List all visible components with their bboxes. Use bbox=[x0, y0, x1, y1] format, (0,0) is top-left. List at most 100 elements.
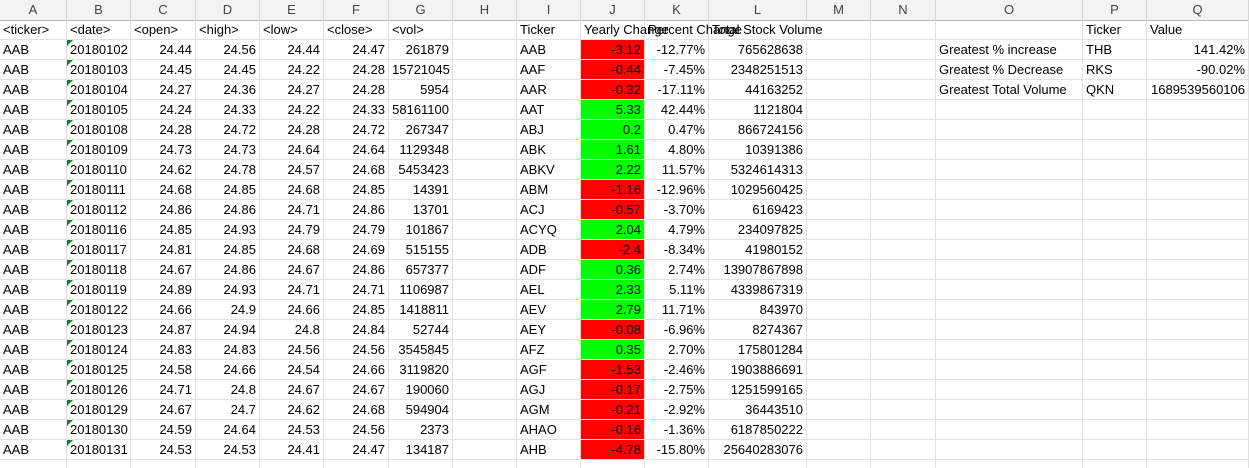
total-volume-cell[interactable]: 866724156 bbox=[709, 120, 807, 140]
open-cell[interactable]: 24.62 bbox=[131, 160, 196, 180]
empty-cell[interactable] bbox=[807, 320, 871, 340]
empty-cell[interactable] bbox=[871, 440, 936, 460]
empty-cell[interactable] bbox=[1147, 400, 1249, 420]
vol-cell[interactable]: 5954 bbox=[389, 80, 453, 100]
greatest-ticker-cell[interactable]: QKN bbox=[1083, 80, 1147, 100]
empty-cell[interactable] bbox=[453, 20, 517, 40]
total-volume-cell[interactable]: 36443510 bbox=[709, 400, 807, 420]
high-cell[interactable]: 24.72 bbox=[196, 120, 260, 140]
yearly-change-cell[interactable]: -1.53 bbox=[581, 360, 645, 380]
empty-cell[interactable] bbox=[1083, 100, 1147, 120]
empty-cell[interactable] bbox=[581, 460, 645, 468]
empty-cell[interactable] bbox=[1147, 340, 1249, 360]
column-header-m[interactable]: M bbox=[807, 0, 871, 20]
summary-ticker-cell[interactable]: AFZ bbox=[517, 340, 581, 360]
empty-cell[interactable] bbox=[936, 220, 1083, 240]
empty-cell[interactable] bbox=[1147, 380, 1249, 400]
total-volume-cell[interactable]: 41980152 bbox=[709, 240, 807, 260]
empty-cell[interactable] bbox=[1083, 200, 1147, 220]
high-cell[interactable]: 24.8 bbox=[196, 380, 260, 400]
date-cell[interactable]: 20180122 bbox=[67, 300, 131, 320]
total-volume-cell[interactable]: 1903886691 bbox=[709, 360, 807, 380]
empty-cell[interactable] bbox=[1147, 220, 1249, 240]
empty-cell[interactable] bbox=[453, 420, 517, 440]
empty-cell[interactable] bbox=[871, 300, 936, 320]
percent-change-cell[interactable]: -8.34% bbox=[645, 240, 709, 260]
empty-cell[interactable] bbox=[453, 220, 517, 240]
empty-cell[interactable] bbox=[807, 440, 871, 460]
empty-cell[interactable] bbox=[453, 340, 517, 360]
close-cell[interactable]: 24.86 bbox=[324, 200, 389, 220]
open-cell[interactable]: 24.24 bbox=[131, 100, 196, 120]
low-cell[interactable]: 24.57 bbox=[260, 160, 324, 180]
open-cell[interactable]: 24.67 bbox=[131, 400, 196, 420]
empty-cell[interactable] bbox=[807, 420, 871, 440]
empty-cell[interactable] bbox=[260, 460, 324, 468]
column-header-a[interactable]: A bbox=[0, 0, 67, 20]
date-cell[interactable]: 20180117 bbox=[67, 240, 131, 260]
close-cell[interactable]: 24.71 bbox=[324, 280, 389, 300]
summary-ticker-cell[interactable]: AEV bbox=[517, 300, 581, 320]
high-cell[interactable]: 24.85 bbox=[196, 240, 260, 260]
empty-cell[interactable] bbox=[1083, 340, 1147, 360]
empty-cell[interactable] bbox=[936, 240, 1083, 260]
empty-cell[interactable] bbox=[807, 20, 871, 40]
ticker-cell[interactable]: AAB bbox=[0, 380, 67, 400]
ticker-cell[interactable]: AAB bbox=[0, 180, 67, 200]
empty-cell[interactable] bbox=[1083, 420, 1147, 440]
empty-cell[interactable] bbox=[1147, 140, 1249, 160]
high-cell[interactable]: 24.78 bbox=[196, 160, 260, 180]
empty-cell[interactable] bbox=[1147, 180, 1249, 200]
open-cell[interactable]: 24.44 bbox=[131, 40, 196, 60]
empty-cell[interactable] bbox=[936, 280, 1083, 300]
vol-cell[interactable]: 657377 bbox=[389, 260, 453, 280]
empty-cell[interactable] bbox=[807, 40, 871, 60]
empty-cell[interactable] bbox=[453, 140, 517, 160]
date-cell[interactable]: 20180109 bbox=[67, 140, 131, 160]
open-cell[interactable]: 24.68 bbox=[131, 180, 196, 200]
vol-cell[interactable]: 14391 bbox=[389, 180, 453, 200]
yearly-change-cell[interactable]: -3.12 bbox=[581, 40, 645, 60]
empty-cell[interactable] bbox=[807, 340, 871, 360]
summary-ticker-cell[interactable]: ACYQ bbox=[517, 220, 581, 240]
open-cell[interactable]: 24.71 bbox=[131, 380, 196, 400]
empty-cell[interactable] bbox=[453, 40, 517, 60]
percent-change-cell[interactable]: -12.77% bbox=[645, 40, 709, 60]
greatest-ticker-cell[interactable]: RKS bbox=[1083, 60, 1147, 80]
ticker-cell[interactable]: AAB bbox=[0, 260, 67, 280]
empty-cell[interactable] bbox=[1083, 240, 1147, 260]
ticker-cell[interactable]: AAB bbox=[0, 440, 67, 460]
empty-cell[interactable] bbox=[807, 140, 871, 160]
empty-cell[interactable] bbox=[871, 120, 936, 140]
percent-change-cell[interactable]: -2.46% bbox=[645, 360, 709, 380]
empty-cell[interactable] bbox=[1147, 440, 1249, 460]
close-cell[interactable]: 24.66 bbox=[324, 360, 389, 380]
yearly-change-cell[interactable]: -0.44 bbox=[581, 60, 645, 80]
ticker-cell[interactable]: AAB bbox=[0, 240, 67, 260]
header-cell-i[interactable]: Ticker bbox=[517, 20, 581, 40]
empty-cell[interactable] bbox=[453, 260, 517, 280]
summary-ticker-cell[interactable]: AHB bbox=[517, 440, 581, 460]
total-volume-cell[interactable]: 175801284 bbox=[709, 340, 807, 360]
yearly-change-cell[interactable]: 2.33 bbox=[581, 280, 645, 300]
open-cell[interactable]: 24.28 bbox=[131, 120, 196, 140]
empty-cell[interactable] bbox=[709, 460, 807, 468]
empty-cell[interactable] bbox=[1083, 400, 1147, 420]
empty-cell[interactable] bbox=[871, 400, 936, 420]
empty-cell[interactable] bbox=[871, 100, 936, 120]
column-header-n[interactable]: N bbox=[871, 0, 936, 20]
empty-cell[interactable] bbox=[871, 380, 936, 400]
high-cell[interactable]: 24.45 bbox=[196, 60, 260, 80]
total-volume-cell[interactable]: 5324614313 bbox=[709, 160, 807, 180]
empty-cell[interactable] bbox=[453, 100, 517, 120]
date-cell[interactable]: 20180103 bbox=[67, 60, 131, 80]
low-cell[interactable]: 24.71 bbox=[260, 200, 324, 220]
close-cell[interactable]: 24.85 bbox=[324, 180, 389, 200]
header-cell-a[interactable]: <ticker> bbox=[0, 20, 67, 40]
open-cell[interactable]: 24.67 bbox=[131, 260, 196, 280]
open-cell[interactable]: 24.66 bbox=[131, 300, 196, 320]
empty-cell[interactable] bbox=[871, 140, 936, 160]
summary-ticker-cell[interactable]: AAR bbox=[517, 80, 581, 100]
empty-cell[interactable] bbox=[936, 460, 1083, 468]
empty-cell[interactable] bbox=[807, 400, 871, 420]
